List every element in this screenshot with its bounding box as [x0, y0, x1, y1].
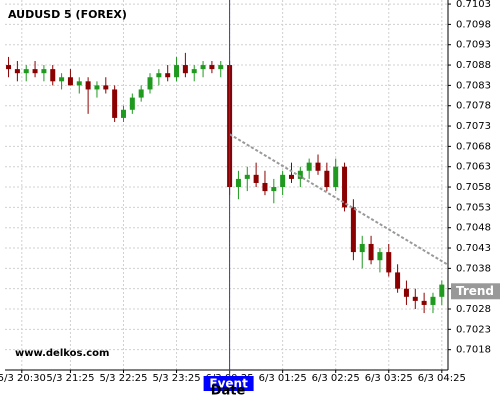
x-tick-label: 5/3 22:25	[99, 373, 147, 384]
candle-body	[262, 182, 268, 192]
x-tick-label: 6/3 02:25	[312, 373, 360, 384]
y-tick-label: 0.7063	[456, 162, 491, 173]
y-tick-label: 0.7068	[456, 141, 491, 152]
candle-body	[244, 174, 250, 179]
x-tick-label: 6/3 03:25	[365, 373, 413, 384]
candle-body	[76, 81, 82, 86]
chart-title: AUDUSD 5 (FOREX)	[8, 8, 127, 21]
x-tick-label: 6/3 04:25	[418, 373, 466, 384]
overlays: Trend Event	[203, 0, 500, 391]
y-tick-label: 0.7058	[456, 182, 491, 193]
candle-body	[359, 243, 365, 253]
candle-body	[59, 77, 65, 82]
candle-body	[165, 73, 171, 78]
trend-label-box	[451, 283, 500, 300]
x-tick-label: 5/3 21:25	[46, 373, 94, 384]
y-tick-label: 0.7078	[456, 101, 491, 112]
candle-body	[200, 65, 206, 70]
candle-body	[174, 65, 180, 78]
x-axis-title: Date	[211, 384, 246, 399]
y-tick-label: 0.7098	[456, 19, 491, 30]
candle-body	[94, 85, 100, 90]
candles	[6, 52, 445, 314]
y-tick-label: 0.7048	[456, 223, 491, 234]
candle-body	[324, 170, 330, 188]
candle-body	[271, 187, 277, 192]
candle-body	[253, 174, 259, 183]
candle-body	[288, 174, 294, 179]
candle-body	[67, 77, 73, 86]
y-tick-label: 0.7083	[456, 80, 491, 91]
candle-body	[386, 252, 392, 273]
candle-body	[103, 85, 109, 90]
x-tick-label: 5/3 23:25	[152, 373, 200, 384]
candle-body	[342, 166, 348, 208]
candle-body	[41, 69, 47, 74]
y-tick-label: 0.7093	[456, 40, 491, 51]
y-tick-label: 0.7023	[456, 324, 491, 335]
event-label: Event	[209, 377, 248, 391]
candle-body	[333, 166, 339, 188]
candle-body	[6, 65, 12, 70]
candle-body	[377, 252, 383, 261]
candle-body	[23, 69, 29, 74]
y-tick-label: 0.7038	[456, 263, 491, 274]
y-tick-label: 0.7018	[456, 345, 491, 356]
candle-body	[147, 77, 153, 90]
candle-body	[112, 89, 118, 118]
candle-body	[32, 69, 38, 74]
candle-body	[395, 272, 401, 289]
y-tick-label: 0.7028	[456, 304, 491, 315]
candle-body	[315, 162, 321, 171]
x-tick-label: 5/3 20:30	[0, 373, 46, 384]
event-label-box	[203, 376, 254, 391]
y-tick-label: 0.7073	[456, 121, 491, 132]
watermark: www.delkos.com	[15, 348, 109, 359]
candle-body	[368, 243, 374, 261]
trend-line	[229, 133, 448, 266]
candle-body	[209, 65, 215, 70]
candle-body	[297, 170, 303, 179]
x-tick-label: 6/3 01:25	[259, 373, 307, 384]
y-tick-label: 0.7053	[456, 202, 491, 213]
y-tick-label: 0.7088	[456, 60, 491, 71]
y-tick-label: 0.7043	[456, 243, 491, 254]
grid: 0.7103 0.7098 0.7093 0.7088 0.7083 0.7078 0.70…	[0, 0, 491, 384]
candle-body	[50, 69, 56, 82]
candle-body	[412, 296, 418, 301]
candle-body	[14, 69, 20, 74]
candle-body	[138, 89, 144, 98]
trend-label: Trend	[456, 284, 494, 298]
candle-body	[85, 81, 91, 90]
candle-body	[218, 65, 224, 70]
candle-body	[403, 288, 409, 297]
candle-body	[280, 174, 286, 188]
candle-body	[129, 97, 135, 110]
candle-body	[182, 65, 188, 74]
y-tick-label: 0.7103	[456, 0, 491, 10]
candle-body	[430, 296, 436, 305]
candle-body	[191, 69, 197, 74]
candle-body	[156, 73, 162, 78]
candle-body	[350, 207, 356, 253]
candle-body	[235, 178, 241, 188]
candle-body	[120, 109, 126, 118]
candle-body	[421, 300, 427, 305]
candle-body	[439, 284, 445, 297]
candle-body	[306, 162, 312, 171]
